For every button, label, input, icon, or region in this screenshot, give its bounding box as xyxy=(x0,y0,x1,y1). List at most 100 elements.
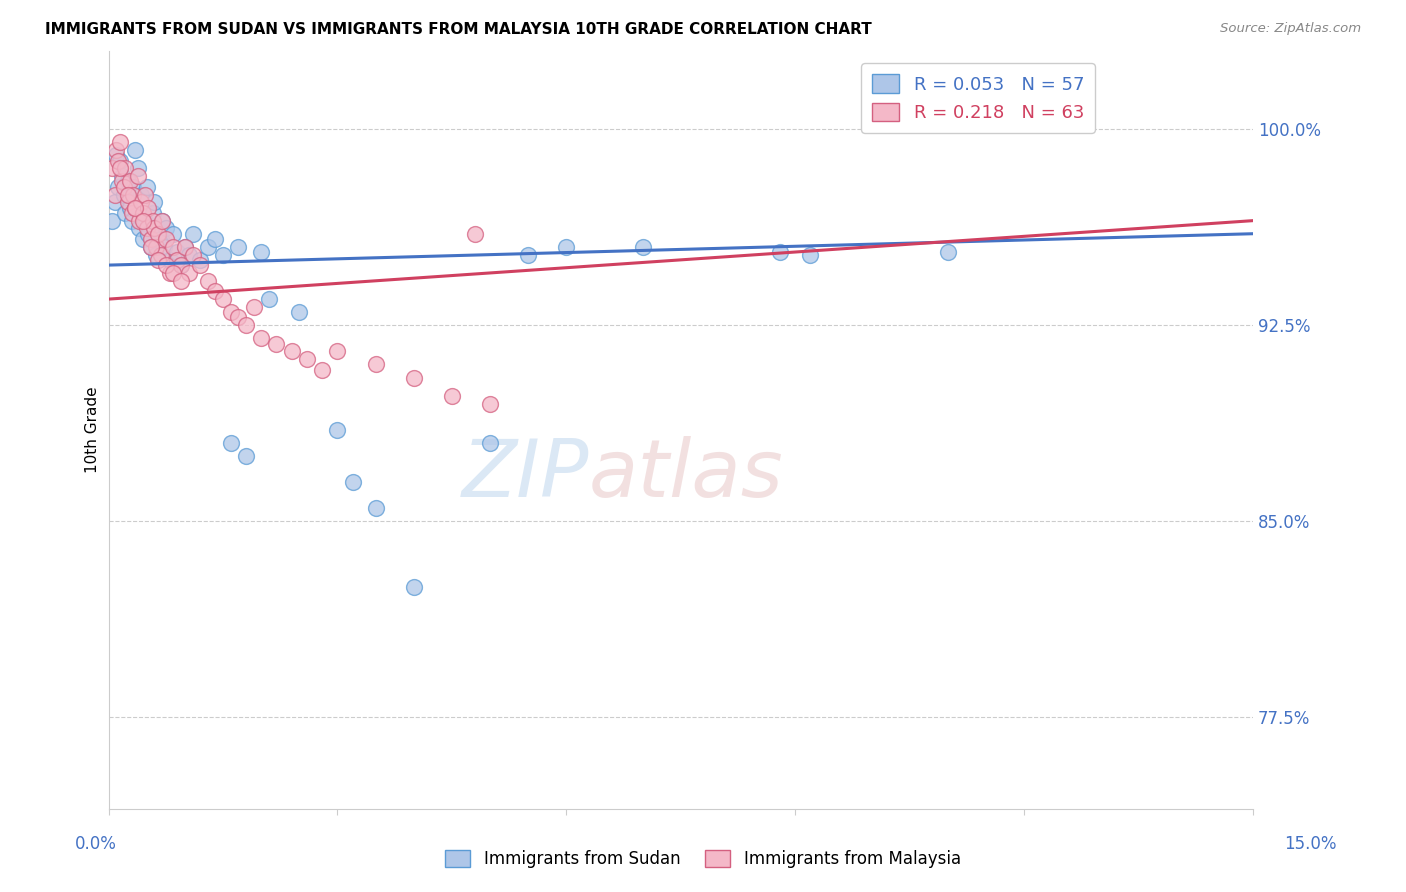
Text: 0.0%: 0.0% xyxy=(75,835,117,853)
Point xyxy=(170,258,193,272)
Point xyxy=(517,247,540,261)
Point xyxy=(118,174,141,188)
Point xyxy=(280,344,302,359)
Point xyxy=(219,436,242,450)
Point xyxy=(266,336,288,351)
Point xyxy=(148,227,170,241)
Point xyxy=(121,213,143,227)
Text: ZIP: ZIP xyxy=(461,436,589,515)
Text: atlas: atlas xyxy=(589,436,785,515)
Point xyxy=(242,300,264,314)
Point xyxy=(150,213,173,227)
Point xyxy=(128,221,150,235)
Point xyxy=(555,240,578,254)
Point xyxy=(364,501,387,516)
Point xyxy=(326,423,349,437)
Point xyxy=(342,475,364,490)
Point xyxy=(155,221,177,235)
Point xyxy=(197,274,219,288)
Point xyxy=(149,232,172,246)
Point xyxy=(139,232,162,246)
Text: 15.0%: 15.0% xyxy=(1284,835,1337,853)
Point xyxy=(769,245,792,260)
Point xyxy=(124,201,146,215)
Point xyxy=(134,213,156,227)
Point xyxy=(122,179,145,194)
Point xyxy=(311,362,333,376)
Point xyxy=(145,240,167,254)
Text: Source: ZipAtlas.com: Source: ZipAtlas.com xyxy=(1220,22,1361,36)
Point xyxy=(212,247,235,261)
Point xyxy=(129,195,152,210)
Point xyxy=(174,240,197,254)
Point xyxy=(101,213,124,227)
Point xyxy=(145,247,167,261)
Point xyxy=(117,174,139,188)
Point xyxy=(479,397,502,411)
Point xyxy=(148,252,170,267)
Point xyxy=(402,370,425,384)
Point xyxy=(250,331,273,345)
Point xyxy=(135,221,157,235)
Point xyxy=(105,148,128,162)
Point xyxy=(122,187,145,202)
Point xyxy=(159,266,181,280)
Point xyxy=(112,187,135,202)
Point xyxy=(631,240,654,254)
Point xyxy=(188,258,211,272)
Point xyxy=(124,143,146,157)
Point xyxy=(162,266,184,280)
Point xyxy=(139,240,162,254)
Point xyxy=(132,232,155,246)
Point xyxy=(226,240,249,254)
Point xyxy=(799,247,821,261)
Point xyxy=(127,169,149,184)
Point xyxy=(134,187,156,202)
Point xyxy=(170,274,193,288)
Point xyxy=(177,266,200,280)
Point xyxy=(250,245,273,260)
Point xyxy=(132,213,155,227)
Point xyxy=(219,305,242,319)
Point xyxy=(326,344,349,359)
Point xyxy=(135,179,157,194)
Point xyxy=(177,247,200,261)
Point xyxy=(162,227,184,241)
Point xyxy=(101,161,124,176)
Point xyxy=(149,247,172,261)
Point xyxy=(288,305,311,319)
Point xyxy=(112,179,135,194)
Point xyxy=(204,232,226,246)
Point xyxy=(136,227,159,241)
Point xyxy=(142,213,165,227)
Point xyxy=(108,161,131,176)
Point xyxy=(159,252,181,267)
Point xyxy=(226,310,249,325)
Point xyxy=(155,258,177,272)
Point xyxy=(295,352,318,367)
Point xyxy=(479,436,502,450)
Point xyxy=(150,213,173,227)
Point xyxy=(128,213,150,227)
Point xyxy=(170,258,193,272)
Legend: R = 0.053   N = 57, R = 0.218   N = 63: R = 0.053 N = 57, R = 0.218 N = 63 xyxy=(862,63,1095,133)
Point xyxy=(166,252,188,267)
Point xyxy=(124,201,146,215)
Point xyxy=(111,174,134,188)
Point xyxy=(114,206,136,220)
Point xyxy=(143,221,166,235)
Point xyxy=(132,206,155,220)
Point xyxy=(155,232,177,246)
Point xyxy=(148,227,170,241)
Point xyxy=(129,187,152,202)
Point xyxy=(152,240,174,254)
Point xyxy=(402,580,425,594)
Point xyxy=(174,240,197,254)
Point xyxy=(142,206,165,220)
Point xyxy=(117,195,139,210)
Point xyxy=(464,227,486,241)
Point xyxy=(111,169,134,184)
Point xyxy=(117,187,139,202)
Point xyxy=(107,179,129,194)
Text: IMMIGRANTS FROM SUDAN VS IMMIGRANTS FROM MALAYSIA 10TH GRADE CORRELATION CHART: IMMIGRANTS FROM SUDAN VS IMMIGRANTS FROM… xyxy=(45,22,872,37)
